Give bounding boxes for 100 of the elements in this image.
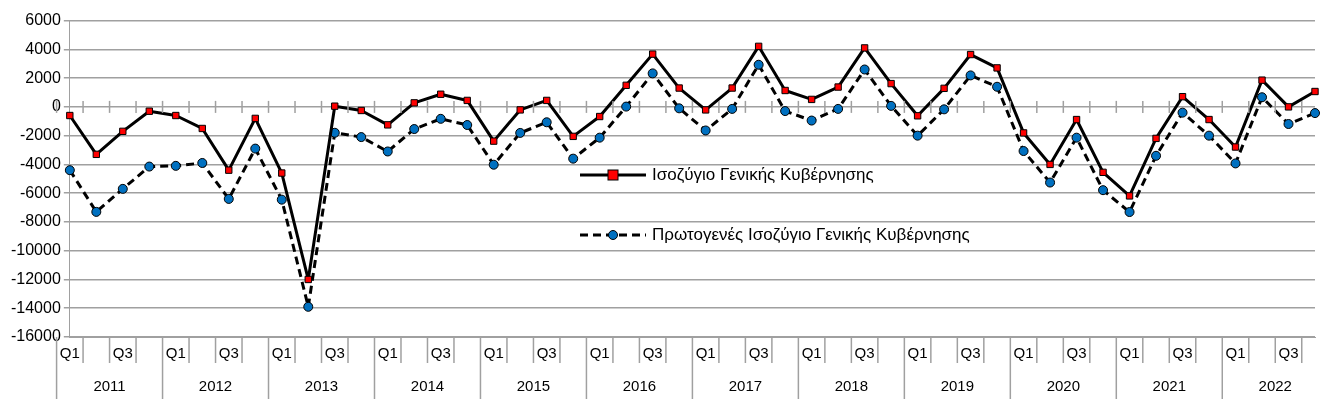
point <box>382 146 393 157</box>
point <box>1046 160 1054 169</box>
y-tick-label: -10000 <box>10 241 61 259</box>
point <box>622 81 630 89</box>
point <box>887 79 895 88</box>
point <box>1310 108 1320 119</box>
point <box>488 159 499 170</box>
point <box>198 124 206 133</box>
point <box>728 84 736 92</box>
point <box>170 160 181 171</box>
point <box>674 103 685 114</box>
x-tick-label: Q3 <box>1172 344 1193 362</box>
point <box>806 115 817 126</box>
x-tick-label: Q1 <box>801 344 822 362</box>
point <box>993 64 1001 72</box>
point <box>1177 107 1188 118</box>
point <box>754 42 763 51</box>
point <box>701 106 710 114</box>
point <box>1178 93 1187 101</box>
point <box>515 127 526 138</box>
point <box>939 104 950 115</box>
point <box>1099 168 1107 177</box>
point <box>833 103 844 114</box>
point <box>886 100 897 111</box>
point <box>568 153 579 164</box>
y-tick-label: 2000 <box>25 68 61 86</box>
text: 2012 <box>198 377 233 395</box>
point <box>251 114 259 123</box>
x-tick-label: Q3 <box>748 344 769 362</box>
point <box>1152 134 1160 143</box>
point <box>92 150 100 159</box>
x-tick-label: Q1 <box>1013 344 1034 362</box>
x-tick-label: Q3 <box>536 344 557 362</box>
text: 2020 <box>1046 377 1080 395</box>
point <box>648 50 657 58</box>
point <box>1151 150 1162 161</box>
text: 2018 <box>834 377 869 395</box>
x-tick-label: Q1 <box>589 344 610 362</box>
point <box>119 127 127 136</box>
y-tick-label: -16000 <box>10 327 61 345</box>
text: 2019 <box>940 377 975 395</box>
point <box>541 117 552 128</box>
point <box>1258 76 1266 84</box>
point <box>490 137 498 145</box>
point <box>781 86 789 95</box>
x-tick-label: Q1 <box>907 344 928 362</box>
point <box>913 112 922 120</box>
point <box>250 143 261 154</box>
point <box>860 44 869 52</box>
point <box>966 50 975 59</box>
point <box>543 96 551 105</box>
point <box>1230 158 1241 169</box>
point <box>780 106 791 117</box>
y-tick-label: -6000 <box>19 183 61 201</box>
point <box>753 59 764 70</box>
x-tick-label: Q3 <box>112 344 133 362</box>
point <box>278 169 286 177</box>
text: 2016 <box>622 377 657 395</box>
point <box>463 96 471 105</box>
x-tick-label: Q3 <box>1278 344 1299 362</box>
x-tick-label: Q1 <box>165 344 186 362</box>
text: 2017 <box>728 377 763 395</box>
point <box>145 107 153 115</box>
point <box>66 111 74 120</box>
point <box>1071 132 1082 143</box>
point <box>303 301 314 312</box>
point <box>596 112 604 121</box>
text: 2011 <box>93 377 126 395</box>
legend-label: Πρωτογενές Ισοζύγιο Γενικής Κυβέρνησης <box>652 224 971 246</box>
legend-label: Ισοζύγιο Γενικής Κυβέρνησης <box>652 164 875 186</box>
point <box>727 103 738 114</box>
x-tick-label: Q3 <box>1066 344 1087 362</box>
text: 2013 <box>304 377 339 395</box>
text: 2014 <box>410 377 445 395</box>
y-tick-label: 0 <box>51 97 61 115</box>
x-tick-label: Q1 <box>483 344 504 362</box>
x-tick-label: Q1 <box>1225 344 1246 362</box>
point <box>1019 129 1028 137</box>
point <box>64 165 75 176</box>
x-tick-label: Q3 <box>854 344 875 362</box>
point <box>409 124 420 135</box>
x-tick-label: Q3 <box>218 344 239 362</box>
x-tick-label: Q1 <box>59 344 80 362</box>
y-tick-label: 6000 <box>25 11 61 29</box>
point <box>437 90 445 98</box>
point <box>172 111 180 120</box>
point <box>516 106 524 114</box>
point <box>1204 130 1215 141</box>
point <box>197 157 208 168</box>
point <box>992 81 1003 92</box>
point <box>807 95 816 104</box>
point <box>223 193 234 204</box>
y-tick-label: -8000 <box>19 212 61 230</box>
point <box>940 84 948 93</box>
x-tick-label: Q1 <box>695 344 716 362</box>
point <box>594 132 605 143</box>
y-tick-label: -2000 <box>19 126 61 144</box>
y-tick-label: -4000 <box>19 154 61 172</box>
x-tick-label: Q3 <box>430 344 451 362</box>
point <box>1284 103 1293 111</box>
